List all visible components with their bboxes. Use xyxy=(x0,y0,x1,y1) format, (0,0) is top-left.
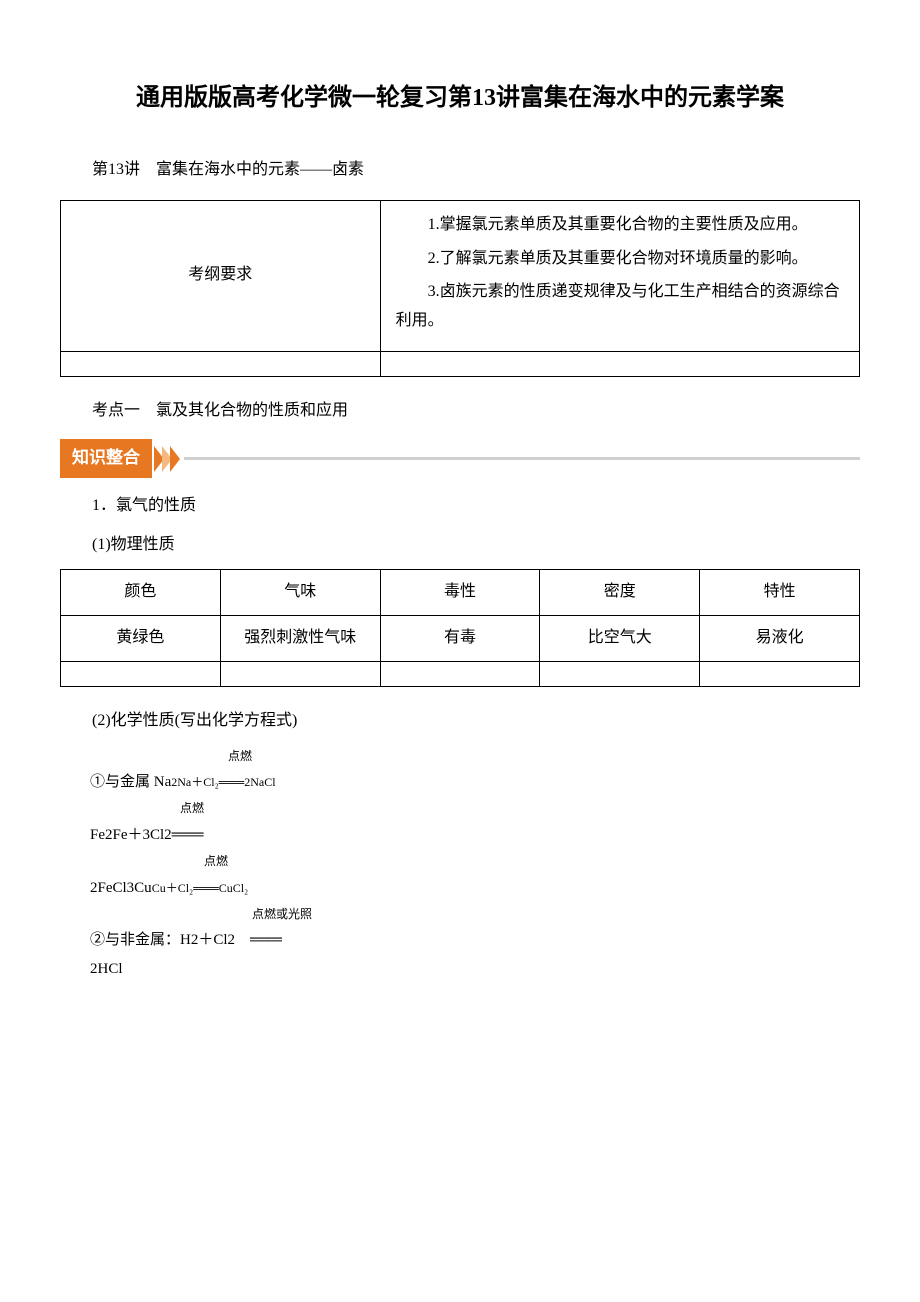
outline-item: 2.了解氯元素单质及其重要化合物对环境质量的影响。 xyxy=(396,245,844,274)
table-cell: 有毒 xyxy=(380,616,540,662)
sub-heading-1-2: (2)化学性质(写出化学方程式) xyxy=(60,707,860,736)
table-row: 考纲要求 1.掌握氯元素单质及其重要化合物的主要性质及应用。 2.了解氯元素单质… xyxy=(61,200,860,351)
reaction-line: 2FeCl3CuCu＋Cl₂═══CuCl₂ xyxy=(60,875,860,902)
reaction-condition: 点燃 xyxy=(60,746,860,768)
outline-item: 1.掌握氯元素单质及其重要化合物的主要性质及应用。 xyxy=(396,211,844,240)
table-cell: 易液化 xyxy=(700,616,860,662)
table-header-cell: 颜色 xyxy=(61,570,221,616)
reaction-formula: 2Na＋Cl₂═══2NaCl xyxy=(171,775,275,789)
table-header-cell: 特性 xyxy=(700,570,860,616)
reaction-condition: 点燃 xyxy=(60,798,860,820)
empty-cell xyxy=(61,661,221,686)
table-header-cell: 毒性 xyxy=(380,570,540,616)
table-header-cell: 密度 xyxy=(540,570,700,616)
reaction-line: 2HCl xyxy=(60,956,860,983)
table-empty-row xyxy=(61,351,860,376)
reaction-condition: 点燃 xyxy=(60,851,860,873)
table-cell: 黄绿色 xyxy=(61,616,221,662)
reaction-condition: 点燃或光照 xyxy=(60,904,860,926)
banner-line xyxy=(184,457,860,460)
empty-cell xyxy=(380,351,859,376)
banner-label: 知识整合 xyxy=(60,439,152,478)
table-empty-row xyxy=(61,661,860,686)
arrow-icon xyxy=(170,446,180,472)
sub-heading-1: 1．氯气的性质 xyxy=(60,492,860,521)
reaction-line: ②与非金属：H2＋Cl2 ═══ xyxy=(60,927,860,954)
banner-arrows-icon xyxy=(154,446,178,472)
reaction-line: Fe2Fe＋3Cl2═══ xyxy=(60,822,860,849)
lecture-heading: 第13讲 富集在海水中的元素——卤素 xyxy=(60,156,860,185)
outline-right-cell: 1.掌握氯元素单质及其重要化合物的主要性质及应用。 2.了解氯元素单质及其重要化… xyxy=(380,200,859,351)
reaction-text: 2FeCl3Cu xyxy=(90,880,152,896)
empty-cell xyxy=(540,661,700,686)
outline-table: 考纲要求 1.掌握氯元素单质及其重要化合物的主要性质及应用。 2.了解氯元素单质… xyxy=(60,200,860,377)
outline-left-cell: 考纲要求 xyxy=(61,200,381,351)
reaction-line: ①与金属 Na2Na＋Cl₂═══2NaCl xyxy=(60,769,860,796)
table-header-cell: 气味 xyxy=(220,570,380,616)
reaction-formula: Cu＋Cl₂═══CuCl₂ xyxy=(152,881,249,895)
empty-cell xyxy=(220,661,380,686)
document-title: 通用版版高考化学微一轮复习第13讲富集在海水中的元素学案 xyxy=(60,80,860,116)
knowledge-banner: 知识整合 xyxy=(60,441,860,477)
section-heading: 考点一 氯及其化合物的性质和应用 xyxy=(60,397,860,426)
empty-cell xyxy=(61,351,381,376)
empty-cell xyxy=(380,661,540,686)
table-header-row: 颜色 气味 毒性 密度 特性 xyxy=(61,570,860,616)
properties-table: 颜色 气味 毒性 密度 特性 黄绿色 强烈刺激性气味 有毒 比空气大 易液化 xyxy=(60,569,860,687)
empty-cell xyxy=(700,661,860,686)
table-cell: 强烈刺激性气味 xyxy=(220,616,380,662)
table-cell: 比空气大 xyxy=(540,616,700,662)
sub-heading-1-1: (1)物理性质 xyxy=(60,531,860,560)
outline-item: 3.卤族元素的性质递变规律及与化工生产相结合的资源综合利用。 xyxy=(396,278,844,336)
reaction-text: ①与金属 Na xyxy=(90,774,171,790)
table-row: 黄绿色 强烈刺激性气味 有毒 比空气大 易液化 xyxy=(61,616,860,662)
